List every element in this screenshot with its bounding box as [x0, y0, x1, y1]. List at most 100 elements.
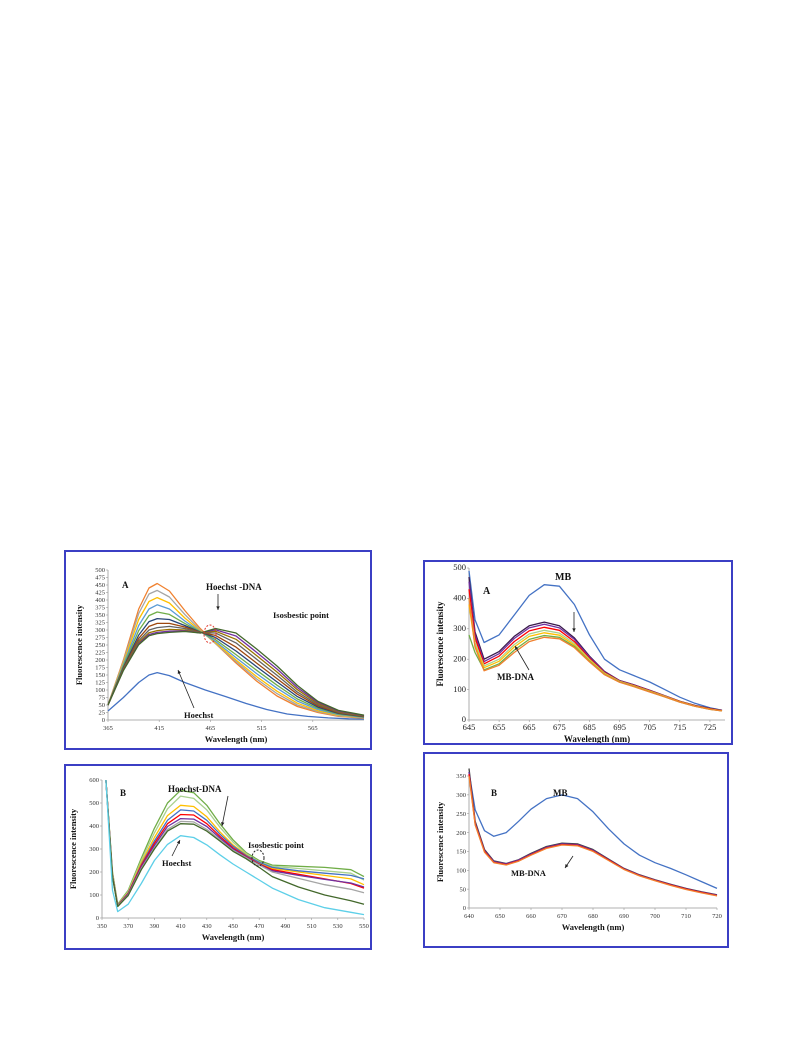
x-tick-label: 715 — [673, 722, 686, 732]
x-axis-label: Wavelength (nm) — [562, 922, 625, 932]
y-tick-label: 125 — [95, 680, 105, 687]
annotation-top-label: MB — [553, 788, 568, 798]
y-tick-label: 250 — [456, 811, 466, 818]
series-line-9 — [107, 625, 365, 717]
y-tick-label: 0 — [462, 714, 466, 724]
x-tick-label: 645 — [463, 722, 476, 732]
panel-label: B — [120, 788, 126, 798]
series-line-6 — [105, 779, 365, 907]
x-tick-label: 515 — [257, 725, 267, 732]
chart-panel-mb-a: 0 100 200 300 400 500 645 655 665 675 685 695 705 715… — [423, 560, 733, 745]
y-tick-label: 50 — [460, 886, 467, 893]
annotation-arrowhead — [216, 606, 220, 610]
x-tick-label: 415 — [154, 725, 164, 732]
y-tick-label: 600 — [89, 777, 99, 784]
y-axis-label: Fluorescence intensity — [435, 601, 445, 687]
series-line-2 — [468, 768, 718, 896]
chart-panel-hoechst-a: 0 25 50 75 100 125 150 175 200 225 250 275 300 325 350… — [64, 550, 372, 750]
x-tick-label: 695 — [613, 722, 626, 732]
y-tick-label: 375 — [95, 605, 105, 612]
y-tick-label: 350 — [456, 773, 466, 780]
y-tick-label: 0 — [96, 915, 99, 922]
x-tick-label: 530 — [333, 923, 343, 930]
y-tick-label: 25 — [99, 710, 106, 717]
y-tick-label: 100 — [456, 867, 466, 874]
chart-panel-hoechst-b: 0 100 200 300 400 500 600 350 370 390 410 430 450 470… — [64, 764, 372, 950]
x-tick-label: 670 — [557, 913, 567, 920]
x-tick-label: 640 — [464, 913, 474, 920]
annotation-isosbestic-label: Isosbestic point — [248, 840, 304, 850]
y-tick-label: 400 — [453, 593, 466, 603]
annotation-top-label: Hoechst-DNA — [168, 784, 222, 794]
y-tick-label: 75 — [99, 695, 106, 702]
series-line-5 — [468, 775, 718, 897]
y-tick-label: 175 — [95, 665, 105, 672]
series-line-8 — [107, 622, 365, 718]
annotation-top-label: MB — [555, 572, 571, 583]
y-tick-label: 50 — [99, 702, 106, 709]
series-line-3 — [468, 772, 718, 896]
y-tick-label: 500 — [453, 562, 466, 572]
series-line-4 — [468, 589, 723, 712]
x-tick-label: 430 — [202, 923, 212, 930]
x-tick-label: 660 — [526, 913, 536, 920]
y-tick-label: 400 — [89, 823, 99, 830]
x-tick-label: 710 — [681, 913, 691, 920]
series-line-3 — [468, 581, 723, 712]
x-tick-label: 465 — [206, 725, 216, 732]
series-line-1 — [468, 570, 723, 711]
series-line-6 — [468, 604, 723, 712]
annotation-arrowhead — [221, 822, 225, 826]
series-line-8 — [468, 598, 723, 712]
annotation-bottom-label: MB-DNA — [497, 672, 534, 682]
y-tick-label: 300 — [453, 623, 466, 633]
y-axis-label: Fluorescence intensity — [68, 808, 78, 889]
x-axis-label: Wavelength (nm) — [202, 932, 265, 942]
x-axis-label: Wavelength (nm) — [564, 734, 630, 743]
x-tick-label: 725 — [704, 722, 717, 732]
y-tick-label: 100 — [453, 684, 466, 694]
annotation-bottom-label: Hoechst — [162, 858, 191, 868]
x-tick-label: 365 — [103, 725, 113, 732]
y-tick-label: 200 — [89, 869, 99, 876]
series-line-6 — [107, 611, 365, 718]
x-tick-label: 390 — [150, 923, 160, 930]
isosbestic-marker — [203, 624, 217, 644]
annotation-top-label: Hoechst -DNA — [206, 582, 262, 592]
x-tick-label: 720 — [712, 913, 722, 920]
panel-label: A — [483, 586, 491, 597]
chart-hoechst-b: 0 100 200 300 400 500 600 350 370 390 410 430 450 470… — [68, 777, 369, 942]
y-tick-label: 325 — [95, 620, 105, 627]
y-axis-label: Fluorescence intensity — [74, 604, 84, 685]
y-tick-label: 300 — [89, 846, 99, 853]
y-tick-label: 225 — [95, 650, 105, 657]
y-tick-label: 300 — [456, 792, 466, 799]
chart-mb-a: 0 100 200 300 400 500 645 655 665 675 685 695 705 715… — [435, 562, 725, 743]
series-line-4 — [105, 779, 365, 906]
y-tick-label: 150 — [95, 672, 105, 679]
x-tick-label: 690 — [619, 913, 629, 920]
x-tick-label: 410 — [176, 923, 186, 930]
y-tick-label: 500 — [89, 800, 99, 807]
chart-panel-mb-b: 0 50 100 150 200 250 300 350 640 650 660 670 680 690 7… — [423, 752, 729, 948]
y-tick-label: 200 — [456, 830, 466, 837]
x-tick-label: 650 — [495, 913, 505, 920]
x-tick-label: 675 — [553, 722, 566, 732]
annotation-arrowhead — [176, 840, 180, 844]
series-line-9 — [105, 779, 365, 916]
annotation-arrow — [177, 669, 195, 709]
x-tick-label: 565 — [308, 725, 318, 732]
annotation-bottom-label: Hoechst — [184, 710, 213, 720]
y-tick-label: 275 — [95, 635, 105, 642]
x-tick-label: 550 — [359, 923, 369, 930]
annotation-arrow — [221, 795, 229, 827]
series-line-8 — [105, 779, 365, 908]
chart-hoechst-a: 0255075100125150175200225250275300325350… — [74, 567, 365, 744]
isosbestic-marker — [251, 849, 265, 867]
annotation-isosbestic-label: Isosbestic point — [273, 610, 329, 620]
series-line-5 — [107, 604, 365, 718]
x-tick-label: 700 — [650, 913, 660, 920]
chart-mb-b: 0 50 100 150 200 250 300 350 640 650 660 670 680 690 7… — [435, 768, 722, 932]
y-tick-label: 350 — [95, 612, 105, 619]
y-tick-label: 400 — [95, 597, 105, 604]
